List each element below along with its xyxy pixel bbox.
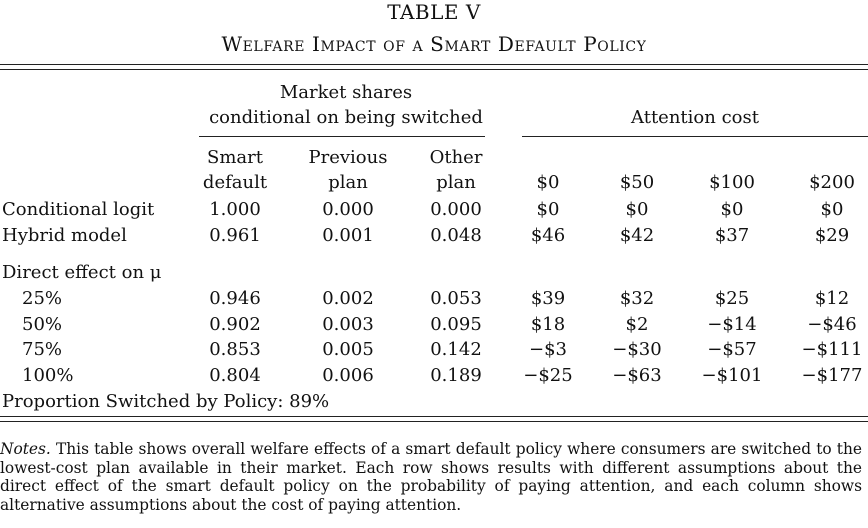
col-header-cost-200: $200: [809, 172, 855, 193]
row-label-75: 75%: [22, 339, 63, 360]
section-label-direct-effect: Direct effect on μ: [2, 262, 162, 283]
table-cell: $25: [714, 288, 750, 309]
notes-text: This table shows overall welfare effects…: [0, 440, 862, 514]
table-cell: $46: [530, 225, 566, 246]
table-cell: −$25: [523, 365, 573, 386]
table-cell: $39: [530, 288, 566, 309]
row-label-100: 100%: [22, 365, 74, 386]
table-notes: Notes. This table shows overall welfare …: [0, 440, 862, 514]
table-cell: 0.853: [209, 339, 261, 360]
table-title: Welfare Impact of a Smart Default Policy: [221, 32, 647, 56]
market-shares-header-line1: Market shares: [279, 82, 413, 103]
table-cell: 0.142: [430, 339, 482, 360]
col-header-smart-default-line2: default: [202, 172, 268, 193]
table-cell: $12: [814, 288, 850, 309]
table-cell: 0.804: [209, 365, 261, 386]
row-label-50: 50%: [22, 314, 63, 335]
row-label-hybrid-model: Hybrid model: [2, 225, 127, 246]
table-cell: 1.000: [209, 199, 261, 220]
table-cell: 0.048: [430, 225, 482, 246]
footer-proportion-switched: Proportion Switched by Policy: 89%: [2, 391, 330, 412]
table-cell: 0.189: [430, 365, 482, 386]
table-cell: 0.095: [430, 314, 482, 335]
table-cell: $42: [619, 225, 655, 246]
table-cell: 0.005: [322, 339, 374, 360]
bottom-rule-second: [0, 421, 868, 422]
table-number: TABLE V: [387, 0, 481, 24]
table-cell: $32: [619, 288, 655, 309]
row-label-25: 25%: [22, 288, 63, 309]
col-header-smart-default-line1: Smart: [207, 147, 263, 168]
col-header-cost-50: $50: [619, 172, 655, 193]
table-cell: 0.003: [322, 314, 374, 335]
bottom-rule: [0, 416, 868, 417]
market-shares-underline: [199, 136, 485, 137]
table-cell: −$177: [801, 365, 863, 386]
table-cell: −$111: [801, 339, 863, 360]
table-cell: 0.961: [209, 225, 261, 246]
table-cell: $0: [820, 199, 844, 220]
table-cell: −$101: [701, 365, 763, 386]
col-header-previous-plan-line2: plan: [328, 172, 368, 193]
top-rule: [0, 64, 868, 65]
table-cell: −$14: [707, 314, 757, 335]
col-header-cost-0: $0: [536, 172, 560, 193]
table-cell: $0: [720, 199, 744, 220]
table-cell: −$30: [612, 339, 662, 360]
col-header-other-plan-line1: Other: [429, 147, 483, 168]
table-cell: $0: [625, 199, 649, 220]
table-cell: −$3: [529, 339, 567, 360]
table-cell: $18: [530, 314, 566, 335]
table-cell: 0.002: [322, 288, 374, 309]
market-shares-header-line2: conditional on being switched: [209, 107, 483, 128]
table-cell: −$46: [807, 314, 857, 335]
col-header-other-plan-line2: plan: [436, 172, 476, 193]
table-cell: 0.006: [322, 365, 374, 386]
notes-label: Notes.: [0, 440, 51, 458]
table-cell: $29: [814, 225, 850, 246]
table-cell: 0.000: [322, 199, 374, 220]
col-header-previous-plan-line1: Previous: [308, 147, 388, 168]
table-cell: −$57: [707, 339, 757, 360]
attention-cost-underline: [522, 136, 868, 137]
table-cell: $37: [714, 225, 750, 246]
table-cell: $0: [536, 199, 560, 220]
col-header-cost-100: $100: [709, 172, 755, 193]
attention-cost-header: Attention cost: [631, 107, 759, 128]
table-cell: 0.946: [209, 288, 261, 309]
table-cell: 0.001: [322, 225, 374, 246]
table-cell: 0.000: [430, 199, 482, 220]
table-cell: 0.053: [430, 288, 482, 309]
top-rule-second: [0, 69, 868, 70]
table-cell: −$63: [612, 365, 662, 386]
row-label-conditional-logit: Conditional logit: [2, 199, 155, 220]
table-cell: 0.902: [209, 314, 261, 335]
table-cell: $2: [625, 314, 649, 335]
